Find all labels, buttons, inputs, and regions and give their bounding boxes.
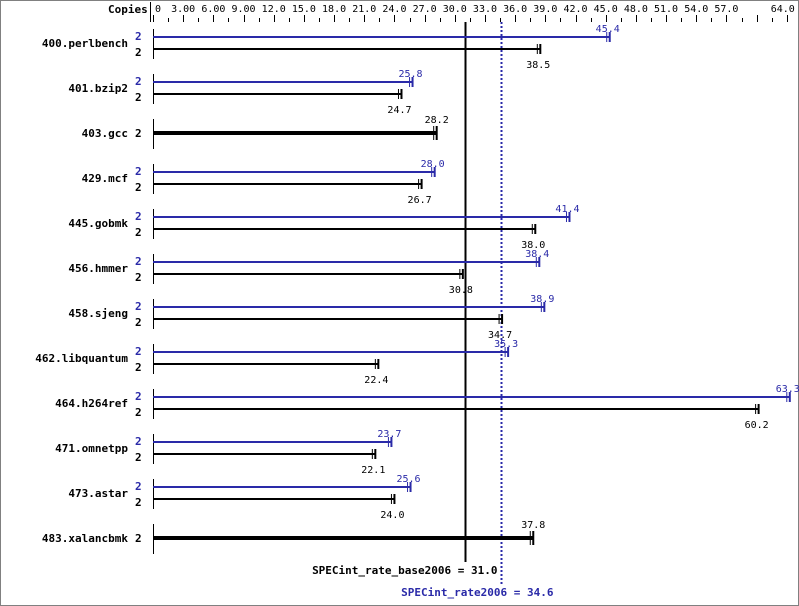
benchmark-name: 464.h264ref [55, 397, 128, 410]
tick-label: 51.0 [654, 4, 678, 15]
base-value-label: 30.8 [449, 285, 473, 296]
base-value-label: 26.7 [408, 195, 432, 206]
base-copies: 2 [135, 316, 142, 329]
benchmark-name: 483.xalancbmk [42, 532, 128, 545]
benchmark-name: 462.libquantum [35, 352, 128, 365]
base-copies: 2 [135, 127, 142, 140]
peak-copies: 2 [135, 300, 142, 313]
tick-label: 0 [155, 4, 161, 15]
base-value-label: 24.0 [380, 510, 404, 521]
tick-label: 30.0 [443, 4, 467, 15]
tick-label: 33.0 [473, 4, 497, 15]
tick-label: 64.0 [771, 4, 795, 15]
base-copies: 2 [135, 46, 142, 59]
peak-value-label: 28.0 [421, 159, 445, 170]
base-copies: 2 [135, 271, 142, 284]
benchmark-name: 456.hmmer [68, 262, 128, 275]
tick-label: 27.0 [413, 4, 437, 15]
base-copies: 2 [135, 451, 142, 464]
tick-label: 39.0 [533, 4, 557, 15]
peak-copies: 2 [135, 30, 142, 43]
peak-copies: 2 [135, 255, 142, 268]
base-value-label: 60.2 [745, 420, 769, 431]
peak-copies: 2 [135, 435, 142, 448]
base-value-label: 37.8 [521, 520, 545, 531]
base-copies: 2 [135, 91, 142, 104]
base-copies: 2 [135, 181, 142, 194]
peak-copies: 2 [135, 210, 142, 223]
tick-label: 21.0 [352, 4, 376, 15]
peak-copies: 2 [135, 480, 142, 493]
peak-value-label: 38.9 [530, 294, 554, 305]
peak-value-label: 38.4 [525, 249, 549, 260]
peak-copies: 2 [135, 75, 142, 88]
peak-value-label: 41.4 [555, 204, 579, 215]
base-copies: 2 [135, 361, 142, 374]
peak-copies: 2 [135, 390, 142, 403]
peak-copies: 2 [135, 165, 142, 178]
base-value-label: 38.0 [521, 240, 545, 251]
peak-copies: 2 [135, 345, 142, 358]
tick-label: 9.00 [231, 4, 255, 15]
peak-value-label: 63.3 [776, 384, 799, 395]
peak-value-label: 25.6 [396, 474, 420, 485]
tick-label: 15.0 [292, 4, 316, 15]
peak-value-label: 23.7 [377, 429, 401, 440]
base-value-label: 38.5 [526, 60, 550, 71]
base-copies: 2 [135, 496, 142, 509]
tick-label: 57.0 [714, 4, 738, 15]
base-copies: 2 [135, 406, 142, 419]
tick-label: 6.00 [201, 4, 225, 15]
tick-label: 45.0 [594, 4, 618, 15]
tick-label: 3.00 [171, 4, 195, 15]
benchmark-name: 400.perlbench [42, 37, 128, 50]
base-value-label: 22.4 [364, 375, 388, 386]
benchmark-name: 473.astar [68, 487, 128, 500]
base-value-label: 24.7 [387, 105, 411, 116]
axis-label: Copies [108, 3, 148, 16]
peak-summary-label: SPECint_rate2006 = 34.6 [401, 586, 554, 599]
base-copies: 2 [135, 532, 142, 545]
benchmark-name: 403.gcc [82, 127, 128, 140]
benchmark-name: 401.bzip2 [68, 82, 128, 95]
base-summary-label: SPECint_rate_base2006 = 31.0 [312, 564, 497, 577]
benchmark-name: 429.mcf [82, 172, 128, 185]
benchmark-name: 458.sjeng [68, 307, 128, 320]
tick-label: 24.0 [382, 4, 406, 15]
peak-value-label: 35.3 [494, 339, 518, 350]
tick-label: 42.0 [563, 4, 587, 15]
tick-label: 48.0 [624, 4, 648, 15]
peak-value-label: 45.4 [596, 24, 620, 35]
benchmark-name: 445.gobmk [68, 217, 128, 230]
base-value-label: 34.7 [488, 330, 512, 341]
base-value-label: 22.1 [361, 465, 385, 476]
tick-label: 36.0 [503, 4, 527, 15]
tick-label: 18.0 [322, 4, 346, 15]
tick-label: 54.0 [684, 4, 708, 15]
tick-label: 12.0 [262, 4, 286, 15]
peak-value-label: 25.8 [399, 69, 423, 80]
base-value-label: 28.2 [425, 115, 449, 126]
base-copies: 2 [135, 226, 142, 239]
benchmark-name: 471.omnetpp [55, 442, 128, 455]
